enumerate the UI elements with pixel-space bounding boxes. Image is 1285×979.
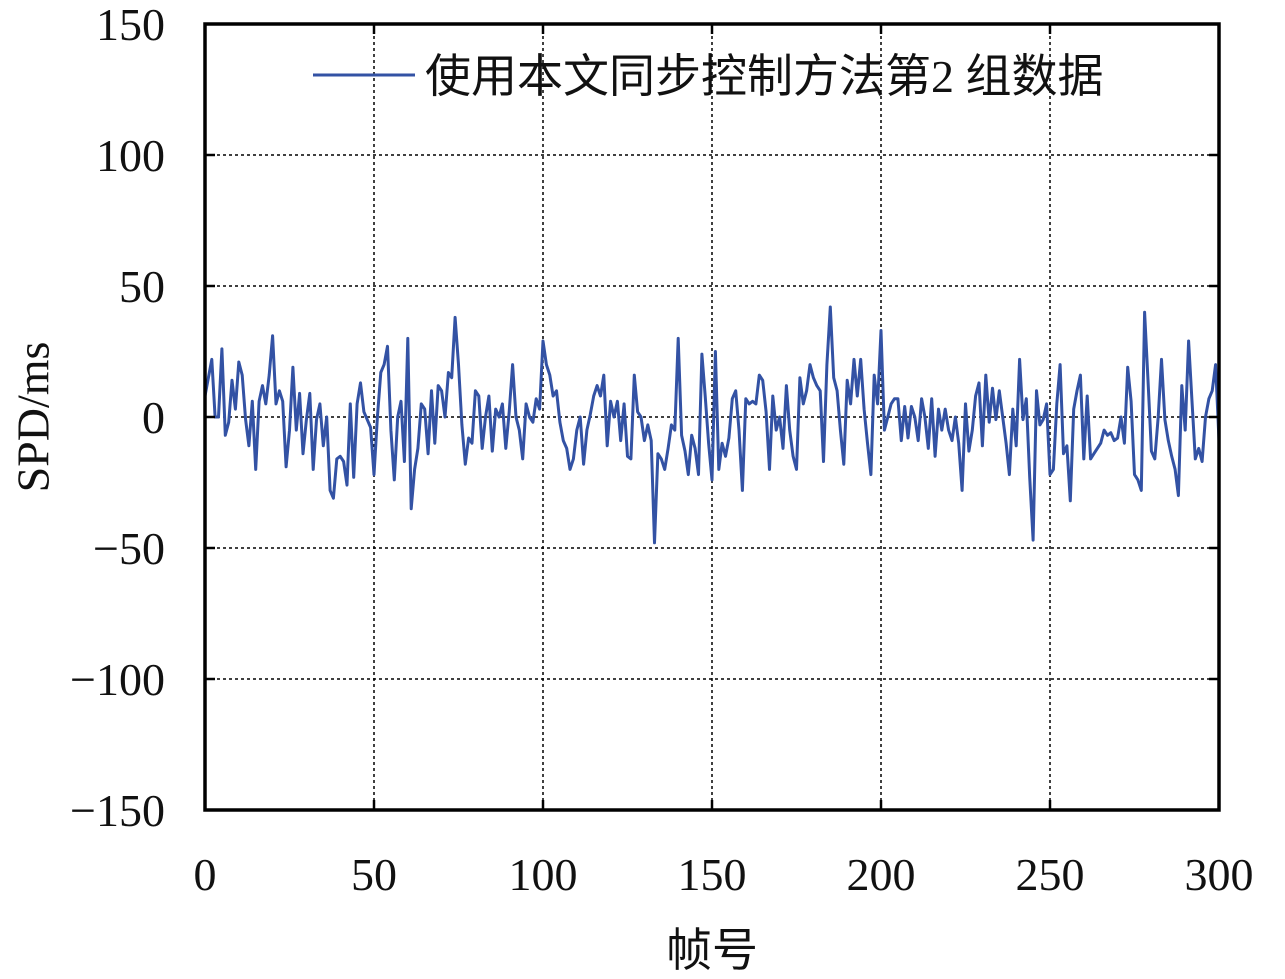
x-tick-label: 50 [351,849,397,900]
series-layer [203,305,1221,545]
y-tick-label: 0 [142,392,165,443]
grid-lines [205,24,1219,810]
plot-frame [203,22,1221,812]
x-tick-label: 150 [678,849,747,900]
y-tick-label: −100 [70,654,165,705]
y-axis-label: SPD/ms [8,342,59,493]
y-tick-label: −150 [70,785,165,836]
x-tick-label: 250 [1016,849,1085,900]
x-tick-label: 100 [509,849,578,900]
x-tick-label: 200 [847,849,916,900]
y-tick-label: −50 [93,523,165,574]
tick-labels: 0 50 100 150 200 250 300 150 100 50 0 −50 −100 −150 [70,0,1253,900]
series-line-0 [203,305,1221,545]
y-tick-label: 100 [96,130,165,181]
x-axis-label: 帧号 [666,925,758,976]
y-tick-label: 150 [96,0,165,50]
x-tick-label: 0 [194,849,217,900]
x-tick-label: 300 [1185,849,1254,900]
y-tick-label: 50 [119,261,165,312]
legend: 使用本文同步控制方法第2 组数据 [313,51,1104,102]
legend-label: 使用本文同步控制方法第2 组数据 [425,51,1104,102]
